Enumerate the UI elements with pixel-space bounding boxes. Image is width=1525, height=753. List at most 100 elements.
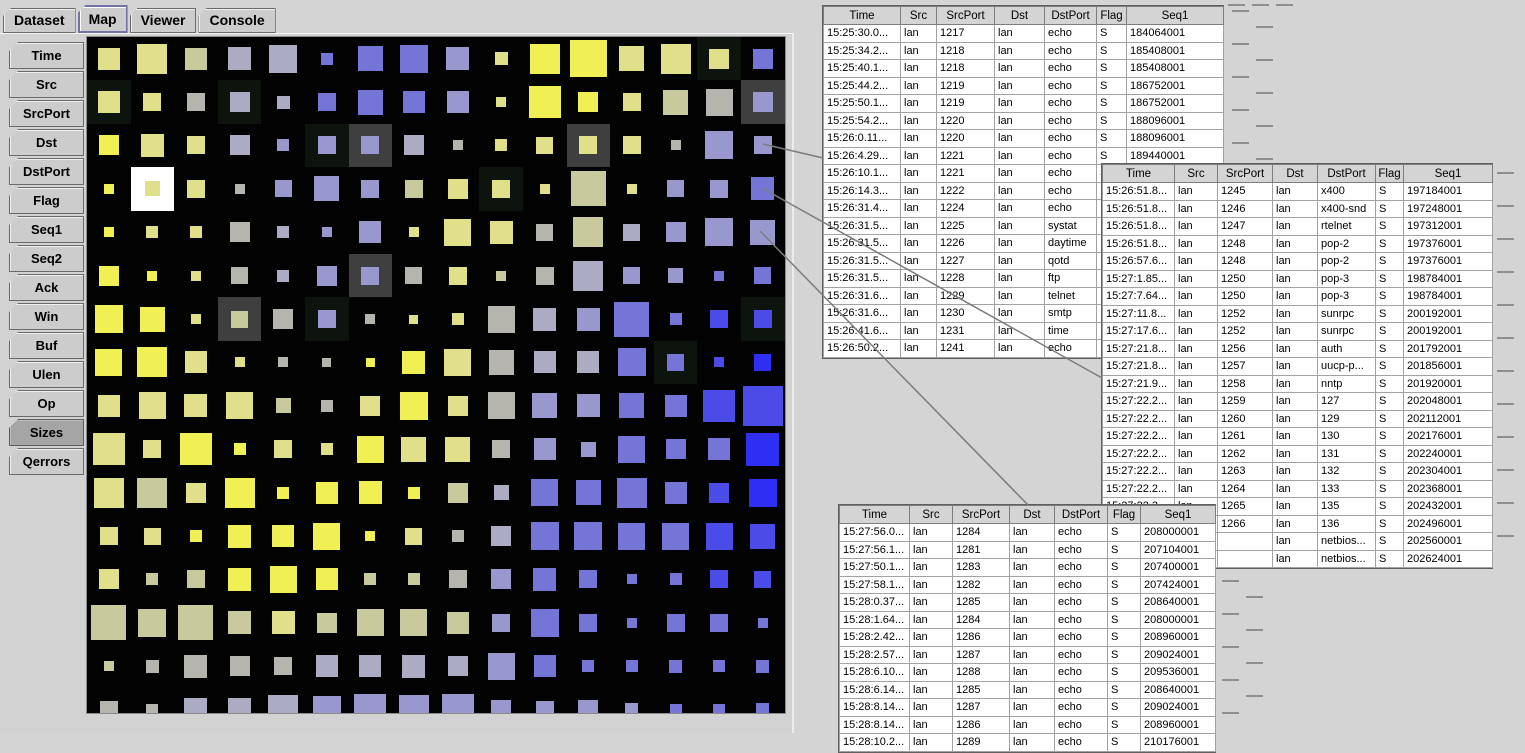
- map-cell[interactable]: [654, 688, 698, 713]
- table-cell[interactable]: lan: [994, 129, 1045, 148]
- map-cell[interactable]: [479, 514, 523, 557]
- table-cell[interactable]: S: [1375, 514, 1404, 533]
- map-cell[interactable]: [349, 558, 393, 601]
- table-cell[interactable]: 15:27:11.8...: [1102, 304, 1175, 323]
- table-cell[interactable]: 202176001: [1403, 427, 1493, 446]
- map-cell[interactable]: [523, 558, 567, 601]
- map-cell[interactable]: [697, 645, 741, 688]
- column-header[interactable]: Flag: [1096, 6, 1127, 25]
- table-cell[interactable]: S: [1375, 444, 1404, 463]
- table-cell[interactable]: S: [1096, 146, 1127, 165]
- map-cell[interactable]: [523, 471, 567, 514]
- table-cell[interactable]: 1286: [952, 628, 1010, 647]
- map-cell[interactable]: [392, 341, 436, 384]
- column-header[interactable]: Seq1: [1126, 6, 1224, 25]
- map-cell[interactable]: [349, 384, 393, 427]
- map-cell[interactable]: [523, 297, 567, 340]
- table-row[interactable]: 15:25:44.2... lan 1219 lan echo S 186752001: [823, 76, 1224, 95]
- table-cell[interactable]: lan: [994, 146, 1045, 165]
- map-cell[interactable]: [741, 124, 785, 167]
- table-cell[interactable]: 208960001: [1140, 715, 1216, 734]
- table-cell[interactable]: lan: [1174, 479, 1218, 498]
- map-cell[interactable]: [261, 124, 305, 167]
- column-header[interactable]: SrcPort: [952, 505, 1010, 524]
- table-cell[interactable]: 1220: [936, 111, 995, 130]
- table-cell[interactable]: S: [1375, 234, 1404, 253]
- map-cell[interactable]: [479, 167, 523, 211]
- table-cell[interactable]: lan: [900, 94, 937, 113]
- table-cell[interactable]: S: [1375, 549, 1404, 568]
- table-cell[interactable]: lan: [900, 251, 937, 270]
- table-cell[interactable]: lan: [1009, 628, 1055, 647]
- table-cell[interactable]: 15:27:56.1...: [839, 540, 910, 559]
- table-cell[interactable]: 1226: [936, 234, 995, 253]
- map-cell[interactable]: [741, 558, 785, 601]
- map-cell[interactable]: [392, 688, 436, 713]
- map-cell[interactable]: [349, 341, 393, 384]
- table-cell[interactable]: x400: [1317, 182, 1376, 201]
- table-cell[interactable]: 186752001: [1126, 94, 1224, 113]
- table-cell[interactable]: lan: [1272, 479, 1318, 498]
- table-row[interactable]: 15:25:30.0... lan 1217 lan echo S 184064001: [823, 24, 1224, 43]
- map-cell[interactable]: [174, 37, 218, 80]
- table-cell[interactable]: 15:26:31.5...: [823, 251, 901, 270]
- table-cell[interactable]: 1283: [952, 558, 1010, 577]
- map-cell[interactable]: [392, 384, 436, 427]
- map-cell[interactable]: [610, 601, 654, 644]
- table-cell[interactable]: S: [1375, 462, 1404, 481]
- map-cell[interactable]: [436, 80, 480, 123]
- column-header[interactable]: Time: [823, 6, 901, 25]
- table-cell[interactable]: S: [1375, 287, 1404, 306]
- table-row[interactable]: 15:27:11.8... lan 1252 lan sunrpc S 200192001: [1102, 304, 1493, 323]
- column-header[interactable]: Time: [839, 505, 910, 524]
- table-cell[interactable]: 15:26:4.29...: [823, 146, 901, 165]
- table-cell[interactable]: lan: [1009, 733, 1055, 752]
- table-cell[interactable]: 15:28:6.14...: [839, 680, 910, 699]
- map-cell[interactable]: [218, 167, 262, 210]
- table-cell[interactable]: 208960001: [1140, 628, 1216, 647]
- map-cell[interactable]: [436, 254, 480, 297]
- table-cell[interactable]: 15:28:2.57...: [839, 645, 910, 664]
- map-cell[interactable]: [392, 124, 436, 167]
- map-cell[interactable]: [392, 167, 436, 210]
- table-cell[interactable]: lan: [900, 269, 937, 288]
- map-cell[interactable]: [610, 384, 654, 427]
- map-cell[interactable]: [261, 297, 305, 340]
- map-cell[interactable]: [436, 514, 480, 557]
- table-cell[interactable]: 202112001: [1403, 409, 1493, 428]
- table-row[interactable]: 15:26:57.6... lan 1248 lan pop-2 S 197376001: [1102, 252, 1493, 271]
- table-cell[interactable]: lan: [1009, 715, 1055, 734]
- map-cell[interactable]: [87, 558, 131, 601]
- map-cell[interactable]: [479, 601, 523, 644]
- map-cell[interactable]: [392, 211, 436, 254]
- map-cell[interactable]: [523, 341, 567, 384]
- table-cell[interactable]: lan: [994, 216, 1045, 235]
- table-cell[interactable]: lan: [1272, 217, 1318, 236]
- table-cell[interactable]: [1217, 549, 1273, 568]
- map-cell[interactable]: [697, 167, 741, 210]
- column-header[interactable]: Src: [1174, 164, 1218, 183]
- column-header[interactable]: Src: [900, 6, 937, 25]
- table-cell[interactable]: lan: [1272, 322, 1318, 341]
- table-cell[interactable]: 207104001: [1140, 540, 1216, 559]
- table-cell[interactable]: lan: [900, 76, 937, 95]
- table-cell[interactable]: systat: [1044, 216, 1097, 235]
- map-cell[interactable]: [697, 384, 741, 427]
- map-cell[interactable]: [697, 428, 741, 471]
- table-cell[interactable]: S: [1375, 269, 1404, 288]
- table-cell[interactable]: S: [1107, 628, 1141, 647]
- table-cell[interactable]: 1257: [1217, 357, 1273, 376]
- column-header[interactable]: Flag: [1375, 164, 1404, 183]
- map-cell[interactable]: [131, 645, 175, 688]
- table-cell[interactable]: echo: [1044, 111, 1097, 130]
- map-cell[interactable]: [654, 471, 698, 514]
- map-cell[interactable]: [610, 37, 654, 80]
- table-cell[interactable]: echo: [1054, 523, 1108, 542]
- table-cell[interactable]: lan: [909, 628, 953, 647]
- map-cell[interactable]: [218, 645, 262, 688]
- map-cell[interactable]: [567, 688, 611, 713]
- map-cell[interactable]: [479, 645, 523, 688]
- map-cell[interactable]: [174, 254, 218, 297]
- map-cell[interactable]: [436, 297, 480, 340]
- table-cell[interactable]: lan: [1272, 287, 1318, 306]
